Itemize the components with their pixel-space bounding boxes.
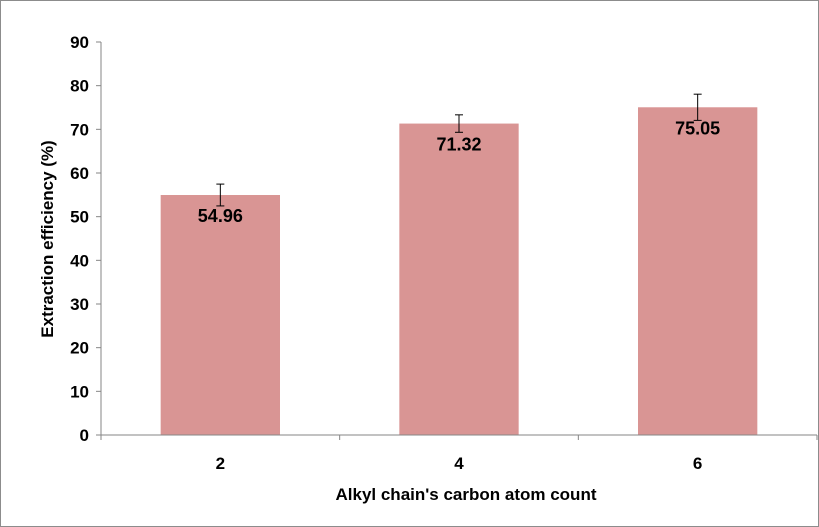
- x-axis-ticks: 2 4 6: [101, 435, 817, 473]
- y-axis-ticks: 0 10 20 30 40 50 60 70 80 90: [70, 33, 101, 445]
- bar: [161, 195, 280, 435]
- bars: [161, 107, 758, 435]
- data-label: 54.96: [198, 206, 243, 226]
- bar: [638, 107, 757, 435]
- y-tick-label: 10: [70, 382, 89, 401]
- y-axis-title: Extraction efficiency (%): [38, 140, 57, 337]
- data-label: 71.32: [436, 135, 481, 155]
- bar: [399, 124, 518, 435]
- y-tick-label: 60: [70, 164, 89, 183]
- x-tick-label: 2: [216, 454, 225, 473]
- y-tick-label: 20: [70, 339, 89, 358]
- x-axis-title: Alkyl chain's carbon atom count: [336, 485, 597, 504]
- y-tick-label: 70: [70, 120, 89, 139]
- x-tick-label: 4: [454, 454, 464, 473]
- data-label: 75.05: [675, 118, 720, 138]
- y-tick-label: 30: [70, 295, 89, 314]
- y-tick-label: 50: [70, 208, 89, 227]
- x-tick-label: 6: [693, 454, 702, 473]
- y-tick-label: 90: [70, 33, 89, 52]
- y-tick-label: 40: [70, 251, 89, 270]
- y-tick-label: 80: [70, 77, 89, 96]
- y-tick-label: 0: [80, 426, 89, 445]
